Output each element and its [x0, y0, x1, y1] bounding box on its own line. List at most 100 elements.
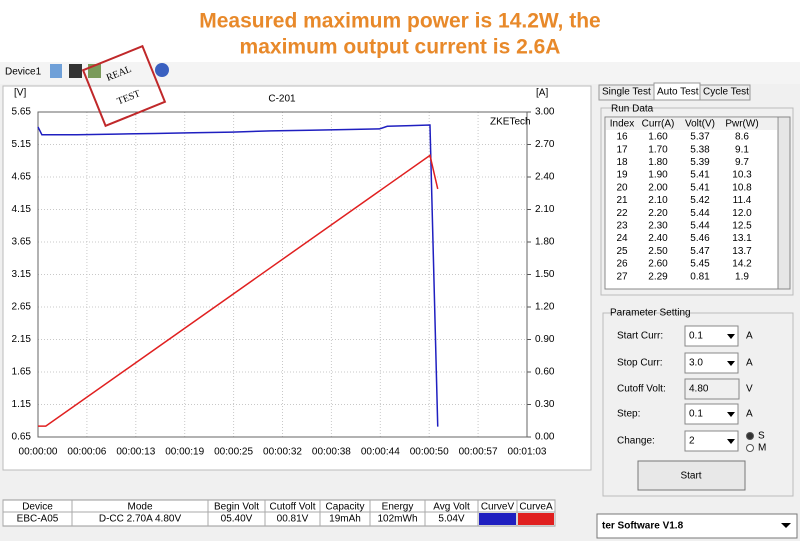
- tab-label[interactable]: Cycle Test: [703, 87, 749, 98]
- table-cell: 12.5: [732, 221, 752, 232]
- y-tick-label: 5.15: [12, 139, 32, 150]
- param-value[interactable]: 0.1: [689, 409, 703, 420]
- x-tick-label: 00:00:50: [410, 447, 449, 458]
- param-value[interactable]: 2: [689, 436, 695, 447]
- table-cell: 5.46: [690, 233, 710, 244]
- y2-tick-label: 3.00: [535, 107, 555, 118]
- radio[interactable]: [746, 432, 754, 440]
- table-cell: 2.20: [648, 208, 668, 219]
- save-icon[interactable]: [69, 64, 82, 78]
- radio[interactable]: [746, 444, 754, 452]
- button-label[interactable]: Start: [680, 471, 701, 482]
- tab[interactable]: [699, 84, 751, 101]
- y2-tick-label: 1.80: [535, 237, 555, 248]
- table-cell: 2.30: [648, 221, 668, 232]
- table-cell: 1.90: [648, 170, 668, 181]
- dropdown-arrow[interactable]: [727, 412, 735, 417]
- y-tick-label: 0.65: [12, 432, 32, 443]
- param-label: Change:: [617, 436, 655, 447]
- banner-title: Measured maximum power is 14.2W, the: [199, 10, 600, 33]
- toolbar: [0, 62, 800, 84]
- series-line: [37, 124, 439, 427]
- x-tick-label: 00:00:00: [19, 447, 58, 458]
- param-unit: V: [746, 384, 753, 395]
- x-tick-label: 00:00:44: [361, 447, 400, 458]
- param-input[interactable]: [684, 325, 739, 347]
- device-label: Device1: [5, 67, 42, 78]
- y2-tick-label: 0.00: [535, 432, 555, 443]
- table-cell: 24: [616, 233, 628, 244]
- y-tick-label: 1.65: [12, 367, 32, 378]
- curve-swatch: [518, 513, 554, 525]
- summary-cell: 19mAh: [329, 514, 361, 525]
- summary-header: Energy: [382, 502, 414, 513]
- y2-tick-label: 0.90: [535, 334, 555, 345]
- param-input[interactable]: [684, 430, 739, 452]
- summary-header: Avg Volt: [433, 502, 470, 513]
- footer-arrow[interactable]: [781, 523, 791, 528]
- watermark: ZKETech: [490, 117, 531, 128]
- table-cell: 17: [616, 144, 628, 155]
- param-input[interactable]: [684, 403, 739, 425]
- y2-tick-label: 2.40: [535, 172, 555, 183]
- table-cell: 2.60: [648, 259, 668, 270]
- plot-frame: [37, 111, 528, 438]
- open-icon[interactable]: [50, 64, 62, 78]
- column-header: Volt(V): [685, 119, 715, 130]
- y-tick-label: 4.15: [12, 204, 32, 215]
- dropdown-arrow[interactable]: [727, 361, 735, 366]
- table-cell: 0.81: [690, 271, 710, 282]
- y-tick-label: 3.65: [12, 237, 32, 248]
- table-cell: 5.41: [690, 170, 710, 181]
- summary-cell: EBC-A05: [17, 514, 59, 525]
- tab-label[interactable]: Auto Test: [657, 87, 699, 98]
- param-input[interactable]: [684, 378, 740, 400]
- column-header: Pwr(W): [725, 119, 758, 130]
- scrollbar[interactable]: [777, 116, 791, 290]
- param-value[interactable]: 0.1: [689, 331, 703, 342]
- dropdown-arrow[interactable]: [727, 334, 735, 339]
- dropdown-arrow[interactable]: [727, 439, 735, 444]
- table-cell: 9.1: [735, 144, 749, 155]
- radio-label[interactable]: M: [758, 443, 766, 454]
- table-cell: 26: [616, 259, 628, 270]
- radio-label[interactable]: S: [758, 431, 765, 442]
- column-header: Index: [610, 119, 634, 130]
- param-value[interactable]: 3.0: [689, 358, 703, 369]
- start-button[interactable]: [637, 460, 746, 491]
- tab-label[interactable]: Single Test: [602, 87, 651, 98]
- table-cell: 1.9: [735, 271, 749, 282]
- param-value[interactable]: 4.80: [689, 384, 709, 395]
- table-cell: 5.37: [690, 132, 710, 143]
- y2-tick-label: 0.30: [535, 399, 555, 410]
- table-cell: 5.41: [690, 182, 710, 193]
- table-cell: 1.60: [648, 132, 668, 143]
- curve-swatch: [479, 513, 516, 525]
- series-line: [38, 154, 439, 427]
- help-icon[interactable]: [155, 63, 169, 77]
- table-cell: 5.44: [690, 208, 710, 219]
- table-cell: 12.0: [732, 208, 752, 219]
- table-cell: 20: [616, 182, 628, 193]
- table-cell: 10.3: [732, 170, 752, 181]
- x-tick-label: 00:01:03: [508, 447, 547, 458]
- table-cell: 23: [616, 221, 628, 232]
- x-tick-label: 00:00:32: [263, 447, 302, 458]
- y2-tick-label: 0.60: [535, 367, 555, 378]
- summary-header: Cutoff Volt: [270, 502, 316, 513]
- param-unit: A: [746, 358, 753, 369]
- table-cell: 5.42: [690, 195, 710, 206]
- x-tick-label: 00:00:13: [116, 447, 155, 458]
- table-cell: 2.10: [648, 195, 668, 206]
- summary-cell: 05.40V: [221, 514, 253, 525]
- param-unit: A: [746, 409, 753, 420]
- summary-cell: 102mWh: [377, 514, 417, 525]
- x-tick-label: 00:00:57: [459, 447, 498, 458]
- table-cell: 5.39: [690, 157, 710, 168]
- param-input[interactable]: [684, 352, 739, 374]
- table-cell: 27: [616, 271, 628, 282]
- summary-table: [2, 499, 556, 527]
- table-cell: 1.80: [648, 157, 668, 168]
- column-header: Curr(A): [642, 119, 675, 130]
